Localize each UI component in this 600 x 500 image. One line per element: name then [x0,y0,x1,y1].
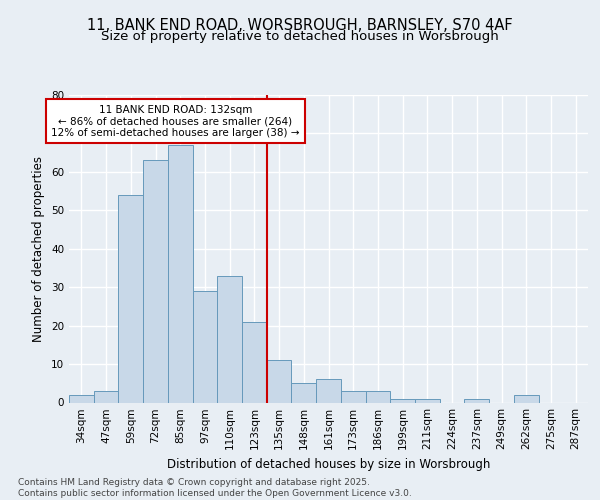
Bar [514,395,539,402]
Text: 11, BANK END ROAD, WORSBROUGH, BARNSLEY, S70 4AF: 11, BANK END ROAD, WORSBROUGH, BARNSLEY,… [87,18,513,32]
Bar [143,160,168,402]
Text: 11 BANK END ROAD: 132sqm
← 86% of detached houses are smaller (264)
12% of semi-: 11 BANK END ROAD: 132sqm ← 86% of detach… [51,104,299,138]
Text: Contains HM Land Registry data © Crown copyright and database right 2025.
Contai: Contains HM Land Registry data © Crown c… [18,478,412,498]
Bar [118,195,143,402]
Bar [390,398,415,402]
Bar [94,391,118,402]
Y-axis label: Number of detached properties: Number of detached properties [32,156,46,342]
Bar [217,276,242,402]
Bar [193,291,217,403]
Text: Size of property relative to detached houses in Worsbrough: Size of property relative to detached ho… [101,30,499,43]
Bar [242,322,267,402]
Bar [69,395,94,402]
Bar [365,391,390,402]
Bar [341,391,365,402]
X-axis label: Distribution of detached houses by size in Worsbrough: Distribution of detached houses by size … [167,458,490,471]
Bar [292,384,316,402]
Bar [316,380,341,402]
Bar [168,145,193,403]
Bar [267,360,292,403]
Bar [464,398,489,402]
Bar [415,398,440,402]
